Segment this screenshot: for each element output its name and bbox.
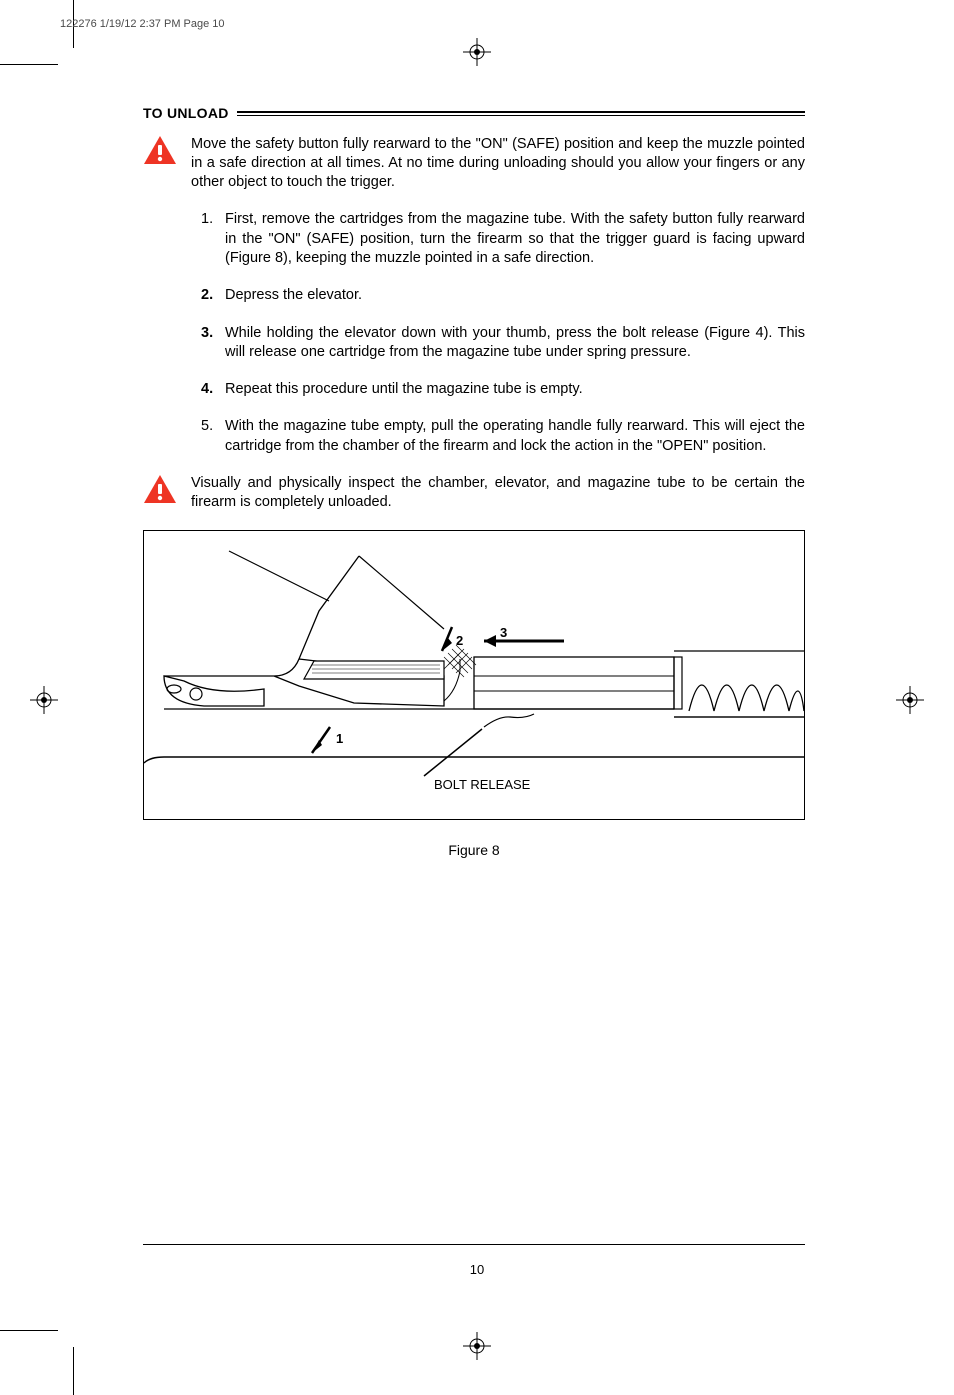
- warning-bottom-text: Visually and physically inspect the cham…: [191, 474, 805, 512]
- figure-label-3: 3: [500, 625, 507, 640]
- step-num: 5.: [201, 417, 213, 436]
- figure-label-2: 2: [456, 633, 463, 648]
- step-num: 3.: [201, 324, 213, 343]
- step-num: 1.: [201, 210, 213, 229]
- crop-mark: [73, 1347, 74, 1395]
- step-text: With the magazine tube empty, pull the o…: [225, 418, 805, 453]
- warning-top: Move the safety button fully rearward to…: [143, 135, 805, 192]
- figure-caption: Figure 8: [143, 842, 805, 858]
- steps-list: 1. First, remove the cartridges from the …: [143, 210, 805, 456]
- crop-mark: [0, 1330, 58, 1331]
- page-content: TO UNLOAD Move the safety button fully r…: [143, 105, 805, 858]
- page-meta: 122276 1/19/12 2:37 PM Page 10: [60, 18, 225, 30]
- registration-mark-top: [463, 38, 491, 71]
- step-2: 2. Depress the elevator.: [201, 286, 805, 305]
- warning-icon: [143, 474, 177, 512]
- title-rule: [237, 111, 805, 116]
- registration-mark-bottom: [463, 1332, 491, 1365]
- crop-mark: [0, 64, 58, 65]
- step-text: Depress the elevator.: [225, 287, 362, 303]
- registration-mark-right: [896, 686, 924, 719]
- step-1: 1. First, remove the cartridges from the …: [201, 210, 805, 268]
- step-num: 4.: [201, 380, 213, 399]
- footer-rule: [143, 1244, 805, 1245]
- warning-bottom: Visually and physically inspect the cham…: [143, 474, 805, 512]
- step-text: First, remove the cartridges from the ma…: [225, 211, 805, 266]
- section-title: TO UNLOAD: [143, 105, 805, 121]
- section-title-text: TO UNLOAD: [143, 105, 229, 121]
- step-text: While holding the elevator down with you…: [225, 325, 805, 360]
- step-text: Repeat this procedure until the magazine…: [225, 381, 583, 397]
- warning-top-text: Move the safety button fully rearward to…: [191, 135, 805, 192]
- warning-icon: [143, 135, 177, 192]
- step-num: 2.: [201, 286, 213, 305]
- page-number: 10: [470, 1262, 484, 1277]
- registration-mark-left: [30, 686, 58, 719]
- figure-8: 1 2 3 BOLT RELEASE: [143, 530, 805, 820]
- step-4: 4. Repeat this procedure until the magazi…: [201, 380, 805, 399]
- figure-label-1: 1: [336, 731, 343, 746]
- step-3: 3. While holding the elevator down with y…: [201, 324, 805, 363]
- figure-label-bolt-release: BOLT RELEASE: [434, 777, 531, 792]
- step-5: 5. With the magazine tube empty, pull the…: [201, 417, 805, 456]
